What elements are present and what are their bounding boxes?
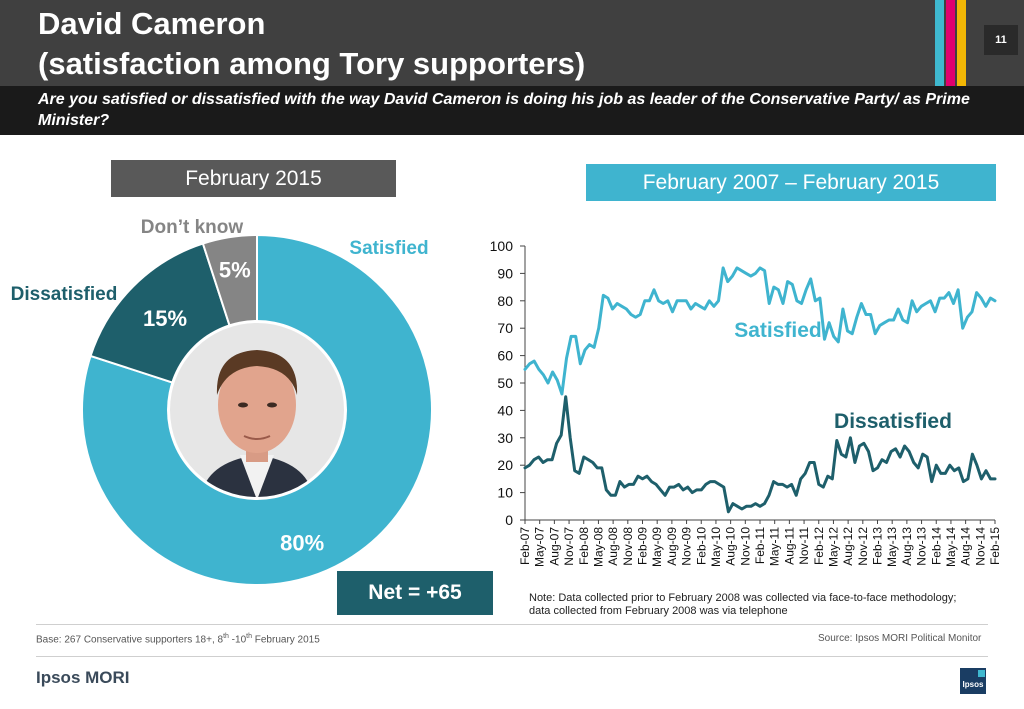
left-panel-heading: February 2015: [111, 160, 396, 197]
base-middle: -10: [228, 634, 247, 646]
x-tick-label: Aug-12: [841, 527, 855, 566]
x-tick-label: Feb-13: [871, 527, 885, 565]
donut-category-label: Satisfied: [349, 238, 428, 259]
donut-value-label: 15%: [143, 306, 187, 331]
donut-value-label: 80%: [280, 531, 324, 556]
donut-category-label: Don’t know: [141, 217, 244, 238]
x-tick-label: Aug-13: [900, 527, 914, 566]
x-tick-label: Feb-12: [812, 527, 826, 565]
y-tick-label: 0: [505, 512, 513, 528]
header-bar: David Cameron (satisfaction among Tory s…: [0, 0, 1024, 86]
question-banner: Are you satisfied or dissatisfied with t…: [0, 86, 1024, 135]
y-tick-label: 30: [497, 430, 513, 446]
x-tick-label: Nov-10: [738, 527, 752, 566]
y-tick-label: 10: [497, 485, 513, 501]
portrait-photo: [167, 320, 347, 500]
question-text: Are you satisfied or dissatisfied with t…: [38, 91, 970, 129]
x-tick-label: Aug-14: [959, 527, 973, 566]
donut-category-label: Dissatisfied: [11, 284, 118, 305]
x-tick-label: Aug-08: [606, 527, 620, 566]
x-tick-label: Feb-10: [694, 527, 708, 565]
y-tick-label: 80: [497, 293, 513, 309]
x-tick-label: Feb-08: [577, 527, 591, 565]
base-suffix: February 2015: [251, 634, 320, 646]
x-tick-label: Feb-14: [929, 527, 943, 565]
net-score-badge: Net = +65: [337, 571, 493, 615]
right-panel-heading: February 2007 – February 2015: [586, 164, 996, 201]
x-tick-label: Feb-07: [518, 527, 532, 565]
x-tick-label: Feb-09: [636, 527, 650, 565]
series-line-satisfied: [523, 266, 997, 396]
footer-rule-top: [36, 624, 988, 625]
y-tick-label: 90: [497, 265, 513, 281]
x-tick-label: May-11: [768, 527, 782, 566]
y-tick-label: 100: [490, 238, 514, 254]
x-tick-label: May-12: [826, 527, 840, 567]
x-tick-label: Nov-11: [797, 527, 811, 565]
donut-value-label: 5%: [219, 258, 251, 283]
y-tick-label: 40: [497, 402, 513, 418]
accent-stripe-blue: [935, 0, 944, 86]
y-tick-label: 20: [497, 457, 513, 473]
source-note: Source: Ipsos MORI Political Monitor: [818, 633, 982, 644]
x-tick-label: Nov-09: [680, 527, 694, 566]
x-tick-label: Nov-13: [915, 527, 929, 566]
y-tick-label: 60: [497, 348, 513, 364]
x-tick-label: Feb-15: [988, 527, 1002, 565]
base-sup-2: th: [246, 633, 252, 640]
x-tick-label: May-09: [650, 527, 664, 567]
x-tick-label: Nov-14: [973, 527, 987, 566]
base-prefix: Base: 267 Conservative supporters 18+, 8: [36, 634, 224, 646]
x-tick-label: May-07: [533, 527, 547, 567]
title-line-1: David Cameron: [38, 6, 266, 41]
x-tick-label: Aug-09: [665, 527, 679, 566]
accent-stripe-yellow: [957, 0, 966, 86]
x-tick-label: May-13: [885, 527, 899, 567]
x-tick-label: Nov-12: [856, 527, 870, 566]
title-line-2: (satisfaction among Tory supporters): [38, 46, 586, 81]
x-tick-label: Nov-07: [562, 527, 576, 566]
series-label-dissatisfied: Dissatisfied: [834, 410, 952, 433]
x-tick-label: Feb-11: [753, 527, 767, 564]
page-number: 11: [984, 25, 1018, 55]
x-tick-label: Nov-08: [621, 527, 635, 566]
page-title: David Cameron (satisfaction among Tory s…: [38, 4, 585, 84]
footer-rule-bottom: [36, 656, 988, 657]
x-tick-label: May-08: [591, 527, 605, 567]
x-tick-label: May-10: [709, 527, 723, 567]
base-sup-1: th: [223, 633, 229, 640]
ipsos-mori-logo: Ipsos MORI: [36, 668, 130, 687]
methodology-note: Note: Data collected prior to February 2…: [529, 592, 957, 617]
x-tick-label: May-14: [944, 527, 958, 567]
accent-stripe-pink: [946, 0, 955, 86]
series-line-dissatisfied: [523, 395, 997, 514]
y-tick-label: 50: [497, 375, 513, 391]
x-tick-label: Aug-10: [724, 527, 738, 566]
series-label-satisfied: Satisfied: [734, 319, 822, 342]
base-note: Base: 267 Conservative supporters 18+, 8…: [36, 633, 320, 645]
y-tick-label: 70: [497, 320, 513, 336]
x-tick-label: Aug-07: [547, 527, 561, 566]
x-tick-label: Aug-11: [782, 527, 796, 565]
badge-accent: [978, 670, 985, 677]
